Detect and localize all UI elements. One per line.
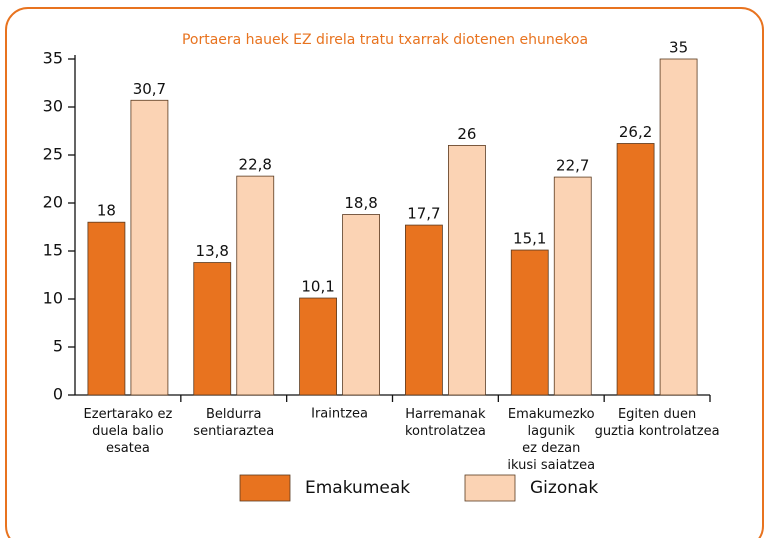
x-tick-label: Ezertarako ez duela balio esatea: [84, 407, 173, 456]
bar: [342, 214, 380, 396]
value-label: 13,8: [196, 242, 229, 260]
value-label: 18: [97, 202, 116, 220]
bar: [130, 99, 169, 396]
legend-swatch: [239, 474, 291, 502]
chart-title: Portaera hauek EZ direla tratu txarrak d…: [182, 32, 588, 48]
y-tick-label: 0: [53, 385, 63, 404]
x-tick-label: Egiten duen guztia kontrolatzea: [595, 407, 720, 439]
frame: [5, 7, 764, 538]
y-tick-label: 35: [43, 49, 63, 68]
y-tick-label: 25: [43, 145, 63, 164]
value-label: 30,7: [133, 80, 166, 98]
x-tick-label: Beldurra sentiaraztea: [193, 407, 274, 439]
y-tick-label: 5: [53, 337, 63, 356]
y-tick-label: 30: [43, 97, 63, 116]
value-label: 26: [457, 125, 476, 143]
y-tick-label: 20: [43, 193, 63, 212]
value-label: 35: [669, 39, 688, 57]
bar: [299, 297, 337, 396]
legend-label: Gizonak: [530, 478, 598, 498]
x-tick-label: Harremanak kontrolatzea: [405, 407, 486, 439]
value-label: 22,8: [239, 156, 272, 174]
bar: [510, 249, 549, 396]
legend-swatch: [464, 474, 516, 502]
value-label: 10,1: [301, 278, 334, 296]
bar: [236, 175, 275, 396]
y-tick-label: 10: [43, 289, 63, 308]
value-label: 18,8: [344, 194, 377, 212]
bar: [616, 143, 655, 396]
legend-label: Emakumeak: [305, 478, 410, 498]
bar: [553, 176, 592, 396]
x-tick-label: Iraintzea: [311, 407, 368, 422]
bar: [448, 144, 486, 396]
x-tick-label: Emakumezko lagunik ez dezan ikusi saiatzea: [507, 407, 595, 473]
bar: [193, 262, 232, 396]
y-tick-label: 15: [43, 241, 63, 260]
value-label: 22,7: [556, 157, 589, 175]
value-label: 26,2: [619, 123, 652, 141]
bar: [87, 221, 126, 396]
value-label: 15,1: [513, 230, 546, 248]
value-label: 17,7: [407, 205, 440, 223]
bar: [659, 58, 698, 396]
bar: [405, 224, 443, 396]
